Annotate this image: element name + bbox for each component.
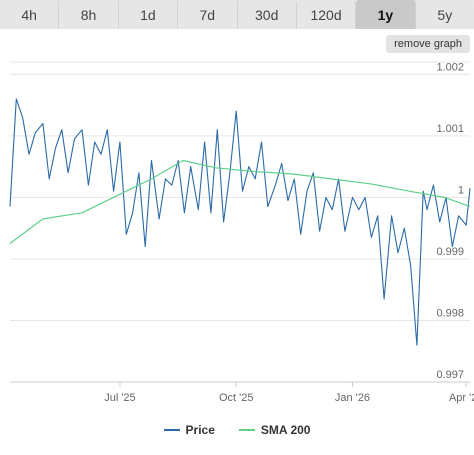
y-tick-label: 1.002 — [436, 61, 464, 73]
tab-8h[interactable]: 8h — [59, 0, 119, 29]
tab-5y[interactable]: 5y — [415, 0, 474, 29]
legend-item-sma[interactable]: SMA 200 — [238, 423, 311, 437]
tab-1d[interactable]: 1d — [118, 0, 179, 29]
tab-120d[interactable]: 120d — [296, 0, 357, 29]
y-tick-label: 1.001 — [436, 123, 464, 135]
x-tick-label: Jan '26 — [335, 392, 370, 404]
tab-30d[interactable]: 30d — [237, 0, 297, 29]
x-tick-label: Oct '25 — [219, 392, 254, 404]
price-chart: 1.002 1.001 1 0.999 0.998 0.997 Jul '25 Oct '25… — [9, 61, 474, 404]
y-tick-label: 1 — [458, 184, 464, 196]
tab-4h[interactable]: 4h — [0, 0, 60, 29]
y-tick-label: 0.998 — [436, 307, 464, 319]
remove-graph-button[interactable]: remove graph — [386, 35, 470, 53]
chart-legend: Price SMA 200 — [0, 420, 474, 440]
tab-1y[interactable]: 1y — [356, 0, 416, 29]
legend-label-sma: SMA 200 — [260, 423, 311, 437]
legend-swatch-sma — [238, 429, 255, 431]
tab-7d[interactable]: 7d — [178, 0, 238, 29]
price-series-line — [9, 98, 471, 346]
x-tick-label: Jul '25 — [104, 392, 135, 404]
legend-item-price[interactable]: Price — [163, 423, 215, 437]
y-tick-label: 0.997 — [436, 369, 464, 381]
legend-swatch-price — [163, 429, 180, 431]
timeframe-tabs: 4h 8h 1d 7d 30d 120d 1y 5y — [0, 0, 474, 29]
x-tick-label: Apr '26 — [449, 392, 474, 404]
sma-series-line — [9, 159, 471, 244]
y-tick-label: 0.999 — [436, 246, 464, 258]
legend-label-price: Price — [185, 423, 215, 437]
